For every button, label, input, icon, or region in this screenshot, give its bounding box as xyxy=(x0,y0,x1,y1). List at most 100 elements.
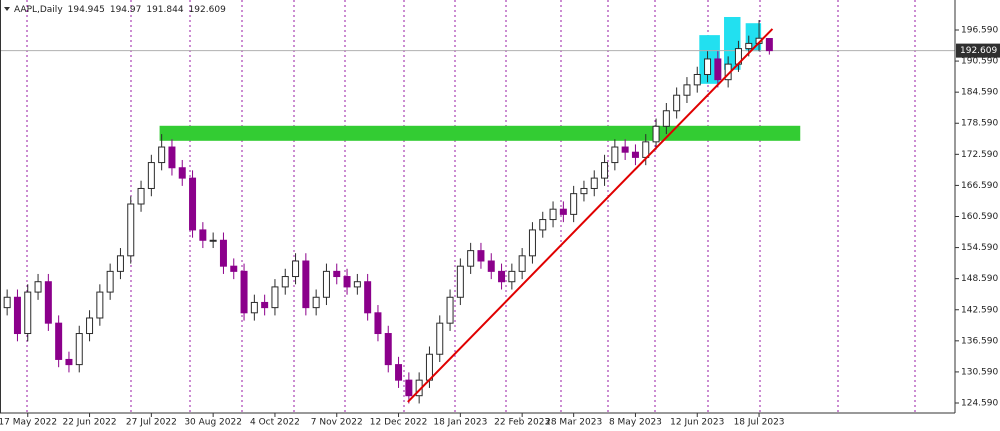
y-tick-label: 196.590 xyxy=(961,25,998,35)
candle-body xyxy=(374,312,382,335)
candle-body xyxy=(446,296,454,324)
candle-body xyxy=(518,255,526,272)
candle-body xyxy=(127,203,135,257)
candle-body xyxy=(745,42,753,50)
trendline xyxy=(407,28,774,403)
candle-body xyxy=(240,270,248,314)
x-tick-label: 18 Jul 2023 xyxy=(734,418,785,428)
x-tick-label: 30 Aug 2022 xyxy=(184,418,242,428)
candle-body xyxy=(147,162,155,189)
candle-body xyxy=(539,219,547,231)
header-close: 192.609 xyxy=(189,5,226,15)
x-tick-label: 7 Nov 2022 xyxy=(311,418,363,428)
x-tick-label: 28 Mar 2023 xyxy=(545,418,602,428)
candle-body xyxy=(312,296,320,309)
symbol: AAPL,Daily xyxy=(14,5,63,15)
candle-body xyxy=(467,250,475,267)
candle-body xyxy=(436,322,444,355)
candle-body xyxy=(333,270,341,278)
candle-body xyxy=(714,58,722,81)
candle-body xyxy=(158,146,166,164)
candle-body xyxy=(611,146,619,164)
candle-body xyxy=(477,250,485,262)
x-tick-label: 22 Feb 2023 xyxy=(494,418,550,428)
y-tick-label: 184.590 xyxy=(961,88,998,98)
candle-body xyxy=(24,291,32,335)
candle-body xyxy=(13,296,21,335)
x-tick-label: 17 May 2022 xyxy=(0,418,57,428)
candle-body xyxy=(250,301,258,314)
y-tick-label: 136.590 xyxy=(961,336,998,346)
candle-body xyxy=(765,38,773,52)
y-tick-label: 124.590 xyxy=(961,399,998,409)
candle-body xyxy=(86,317,94,335)
price-tag xyxy=(956,43,1000,58)
candle-body xyxy=(528,229,536,257)
candle-body xyxy=(65,358,73,366)
x-tick-label: 8 May 2023 xyxy=(609,418,662,428)
candle-body xyxy=(55,322,63,360)
candle-body xyxy=(230,265,238,272)
candle-body xyxy=(178,167,186,179)
x-tick-label: 18 Jan 2023 xyxy=(433,418,487,428)
y-tick-label: 148.590 xyxy=(961,274,998,284)
header-open: 194.945 xyxy=(68,5,105,15)
candle-body xyxy=(590,177,598,189)
candle-body xyxy=(405,379,413,397)
candle-body xyxy=(631,151,639,158)
candle-body xyxy=(75,333,83,366)
price-tag-label: 192.609 xyxy=(960,46,997,56)
y-tick-label: 178.590 xyxy=(961,119,998,129)
y-tick-label: 154.590 xyxy=(961,243,998,253)
header: AAPL,Daily 194.945 194.97 191.844 192.609 xyxy=(14,5,226,15)
candle-body xyxy=(498,270,506,283)
candle-body xyxy=(137,187,145,205)
header-low: 191.844 xyxy=(146,5,183,15)
x-tick-label: 22 Jun 2022 xyxy=(62,418,116,428)
candle-body xyxy=(384,333,392,366)
candle-body xyxy=(508,270,516,283)
x-tick-label: 12 Dec 2022 xyxy=(370,418,428,428)
candle-body xyxy=(580,187,588,195)
y-tick-label: 130.590 xyxy=(961,367,998,377)
x-tick-label: 12 Jun 2023 xyxy=(670,418,724,428)
candle-body xyxy=(683,84,691,96)
candle-body xyxy=(292,260,300,278)
candle-body xyxy=(601,162,609,179)
candle-body xyxy=(209,239,217,242)
candle-body xyxy=(652,125,660,143)
candle-body xyxy=(199,229,207,241)
candle-body xyxy=(302,260,310,309)
candle-body xyxy=(559,208,567,215)
candle-body xyxy=(343,276,351,288)
candle-body xyxy=(168,146,176,169)
zone xyxy=(159,125,801,141)
menu-arrow[interactable] xyxy=(4,7,10,11)
candle-body xyxy=(106,270,114,293)
candle-body xyxy=(96,291,104,319)
candle-body xyxy=(621,146,629,153)
candle-body xyxy=(261,301,269,309)
candle-body xyxy=(189,177,197,231)
candle-body xyxy=(693,73,701,86)
candle-body xyxy=(3,296,11,309)
x-tick-label: 4 Oct 2022 xyxy=(250,418,300,428)
y-tick-label: 160.590 xyxy=(961,212,998,222)
candle-body xyxy=(570,193,578,215)
y-tick-label: 190.590 xyxy=(961,57,998,67)
candle-body xyxy=(271,286,279,309)
candle-body xyxy=(456,265,464,298)
candle-body xyxy=(34,281,42,293)
y-tick-label: 166.590 xyxy=(961,181,998,191)
y-tick-label: 142.590 xyxy=(961,305,998,315)
candle-body xyxy=(219,239,227,267)
candle-body xyxy=(364,281,372,314)
header-high: 194.97 xyxy=(110,5,142,15)
y-tick-label: 172.590 xyxy=(961,150,998,160)
candle-body xyxy=(549,208,557,221)
candle-body xyxy=(395,364,403,381)
candle-body xyxy=(353,281,361,288)
